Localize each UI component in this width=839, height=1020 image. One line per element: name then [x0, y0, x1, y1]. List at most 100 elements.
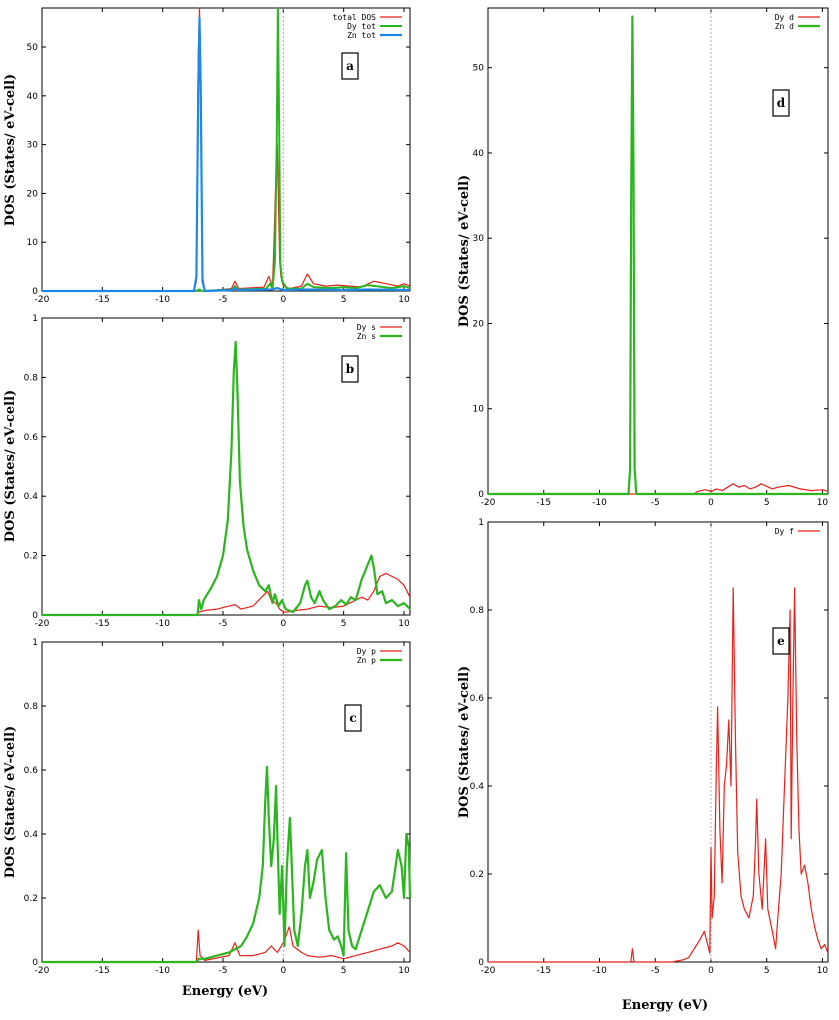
- panel-e-legend: Dy f: [775, 527, 820, 536]
- y-tick-label: 0.2: [24, 894, 38, 904]
- x-tick-label: -15: [536, 966, 551, 976]
- x-tick-label: 10: [398, 295, 410, 305]
- x-tick-label: 10: [817, 966, 829, 976]
- panel-d-y-axis-title: DOS (States/ eV-cell): [457, 175, 472, 327]
- panel-a-series: [42, 7, 411, 293]
- y-tick-label: 0.4: [470, 782, 485, 792]
- y-tick-label: 0: [478, 490, 484, 500]
- x-tick-label: -10: [592, 966, 607, 976]
- series-line-dy-f: [488, 587, 829, 963]
- legend-entry: Dy s: [357, 323, 376, 332]
- x-tick-label: 0: [280, 966, 286, 976]
- panel-e-series: [488, 587, 829, 963]
- x-tick-label: 5: [764, 498, 770, 508]
- legend-entry: Dy p: [357, 647, 376, 656]
- panel-c-x-axis-title: Energy (eV): [182, 984, 268, 999]
- y-tick-label: 10: [473, 405, 485, 415]
- x-tick-label: -10: [155, 619, 170, 629]
- x-tick-label: 5: [341, 966, 347, 976]
- legend-entry: Dy tot: [347, 22, 376, 31]
- y-tick-label: 10: [27, 238, 39, 248]
- panel-b-frame: [41, 317, 411, 616]
- legend-entry: Zn s: [357, 332, 376, 341]
- y-tick-label: 0.2: [470, 870, 484, 880]
- panel-b-label: b: [341, 355, 359, 383]
- panel-b-legend: Dy sZn s: [357, 323, 402, 341]
- y-tick-label: 0.2: [24, 552, 38, 562]
- panel-c-label: c: [344, 704, 362, 732]
- y-tick-label: 30: [27, 141, 39, 151]
- x-tick-label: -10: [592, 498, 607, 508]
- panel-b-y-axis-title: DOS (States/ eV-cell): [3, 390, 18, 542]
- panel-label-box: [772, 627, 790, 655]
- panel-d-ticks: -20 -15 -10 -5 0 5 10 0 10 20 30 40 50: [473, 8, 829, 508]
- y-tick-label: 50: [473, 64, 485, 74]
- x-tick-label: 5: [341, 619, 347, 629]
- panel-c-frame: [41, 641, 411, 963]
- panel-e-label: e: [772, 627, 790, 655]
- x-tick-label: -5: [651, 498, 660, 508]
- series-line-dy-p: [42, 926, 411, 963]
- x-tick-label: -20: [481, 498, 496, 508]
- panel-e-x-axis-title: Energy (eV): [622, 998, 708, 1013]
- x-tick-label: 10: [817, 498, 829, 508]
- panel-label-text: b: [346, 362, 354, 376]
- y-tick-label: 30: [473, 234, 485, 244]
- x-tick-label: -15: [536, 498, 551, 508]
- x-tick-label: 0: [708, 966, 714, 976]
- x-tick-label: 5: [764, 966, 770, 976]
- y-tick-label: 0.8: [24, 702, 39, 712]
- x-tick-label: -20: [35, 619, 50, 629]
- panel-b-ticks: -20 -15 -10 -5 0 5 10 0 0.2 0.4 0.6 0.8 1: [24, 314, 410, 629]
- y-tick-label: 0.8: [24, 373, 39, 383]
- x-tick-label: -5: [218, 966, 227, 976]
- x-tick-label: -10: [155, 966, 170, 976]
- legend-entry: Zn tot: [347, 31, 376, 40]
- y-tick-label: 0: [32, 287, 38, 297]
- panel-b-series: [42, 340, 411, 617]
- x-tick-label: -10: [155, 295, 170, 305]
- x-tick-label: 0: [280, 619, 286, 629]
- y-tick-label: 0.8: [470, 606, 485, 616]
- series-line-total-dos: [42, 7, 411, 292]
- x-tick-label: 0: [280, 295, 286, 305]
- x-tick-label: -15: [95, 966, 110, 976]
- y-tick-label: 0: [32, 611, 38, 621]
- legend-entry: total DOS: [333, 13, 377, 22]
- panel-e-y-axis-title: DOS (States/ eV-cell): [457, 666, 472, 818]
- x-tick-label: -5: [651, 966, 660, 976]
- panel-d-series: [488, 15, 829, 496]
- panel-c-series: [42, 765, 412, 964]
- y-tick-label: 20: [27, 189, 39, 199]
- panel-a-frame: [41, 7, 411, 292]
- y-tick-label: 0.6: [24, 766, 39, 776]
- panel-label-text: a: [346, 59, 354, 73]
- panel-e-f-dos: -20 -15 -10 -5 0 5 10 0 0.2 0.4 0.6 0.8 1 Dy f e DOS…: [457, 518, 829, 1013]
- x-tick-label: -15: [95, 619, 110, 629]
- panel-label-text: e: [777, 634, 785, 648]
- y-tick-label: 20: [473, 319, 485, 329]
- series-line-zn-s: [42, 340, 411, 617]
- panel-label-box: [341, 52, 359, 80]
- panel-d-legend: Dy dZn d: [775, 13, 820, 31]
- legend-entry: Dy f: [775, 527, 794, 536]
- panel-label-text: c: [349, 711, 356, 725]
- y-tick-label: 0.4: [24, 830, 39, 840]
- x-tick-label: -20: [35, 295, 50, 305]
- legend-entry: Zn p: [357, 656, 376, 665]
- y-tick-label: 40: [473, 149, 485, 159]
- y-tick-label: 40: [27, 92, 39, 102]
- legend-entry: Zn d: [775, 22, 794, 31]
- x-tick-label: 10: [398, 619, 410, 629]
- series-line-zn-tot: [42, 16, 411, 293]
- panel-label-box: [344, 704, 362, 732]
- y-tick-label: 0.4: [24, 492, 39, 502]
- x-tick-label: -5: [218, 619, 227, 629]
- y-tick-label: 1: [32, 638, 38, 648]
- x-tick-label: 5: [341, 295, 347, 305]
- series-line-dy-s: [42, 572, 411, 616]
- y-tick-label: 0: [32, 958, 38, 968]
- series-line-zn-d: [488, 15, 828, 496]
